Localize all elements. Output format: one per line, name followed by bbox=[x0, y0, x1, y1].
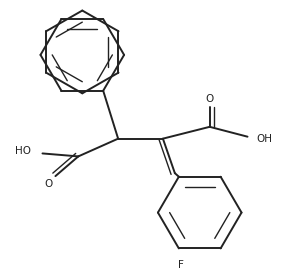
Text: O: O bbox=[205, 94, 214, 104]
Text: O: O bbox=[44, 179, 53, 189]
Text: OH: OH bbox=[256, 134, 273, 144]
Text: HO: HO bbox=[14, 147, 31, 156]
Text: F: F bbox=[178, 260, 184, 270]
